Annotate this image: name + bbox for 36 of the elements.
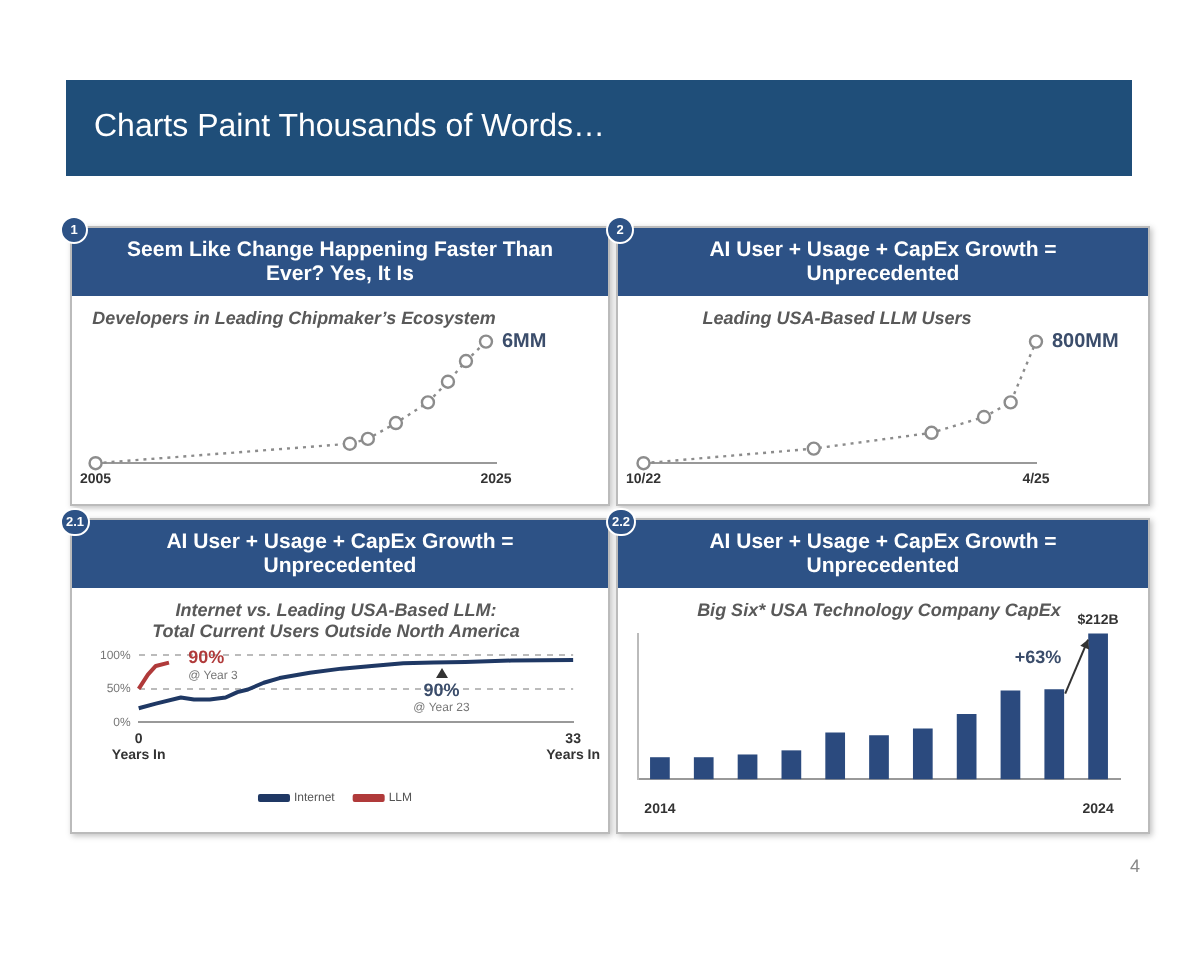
point — [458, 353, 474, 369]
bar — [956, 713, 977, 780]
annotation: 6MM — [501, 331, 547, 354]
annotation: +63% — [1014, 646, 1062, 667]
chart-title: AI User + Usage + CapEx Growth = Unprecedented — [709, 530, 1057, 578]
bar — [693, 757, 714, 780]
chart-subtitle: Internet vs. Leading USA-Based LLM: Total Current Users Outside North America — [152, 599, 520, 642]
chart-subtitle: Leading USA-Based LLM Users — [702, 307, 972, 328]
bar — [1088, 633, 1108, 780]
point — [478, 334, 494, 349]
bar — [825, 732, 846, 780]
point — [342, 436, 358, 451]
point — [88, 456, 103, 471]
bar — [1044, 689, 1065, 780]
point — [924, 425, 939, 440]
point — [388, 415, 404, 431]
text: 4 — [1127, 856, 1140, 876]
bar — [650, 757, 670, 780]
chart-title: AI User + Usage + CapEx Growth = Unprecedented — [166, 530, 514, 578]
point — [1003, 395, 1018, 410]
bar — [781, 750, 802, 780]
bar — [737, 754, 758, 780]
point — [976, 409, 992, 425]
point — [440, 374, 456, 389]
point — [420, 395, 436, 410]
point — [360, 431, 376, 447]
bar — [1000, 690, 1021, 780]
chart-subtitle: Developers in Leading Chipmaker’s Ecosystem — [92, 307, 496, 328]
bar — [869, 735, 889, 780]
point — [1028, 334, 1044, 349]
text: Charts Paint Thousands of Words… — [66, 80, 1132, 176]
point — [636, 456, 651, 471]
annotation: 800MM — [1052, 331, 1119, 354]
bar — [912, 728, 933, 780]
chart-subtitle: Big Six* USA Technology Company CapEx — [697, 599, 1063, 620]
point — [806, 441, 821, 456]
